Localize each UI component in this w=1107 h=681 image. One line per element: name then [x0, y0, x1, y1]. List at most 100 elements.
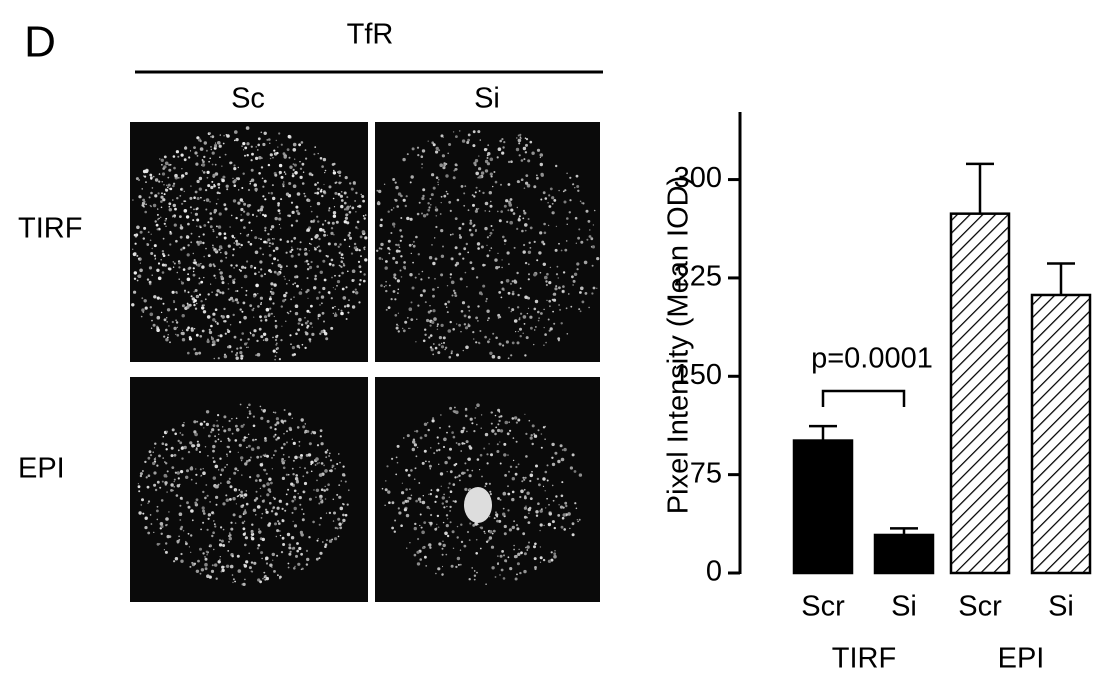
speckle: [544, 490, 546, 492]
speckle: [204, 446, 207, 448]
speckle: [533, 434, 538, 438]
speckle: [438, 179, 440, 181]
speckle: [145, 181, 147, 183]
speckle: [317, 315, 319, 317]
speckle: [327, 209, 331, 212]
speckle: [552, 310, 554, 313]
speckle: [203, 224, 207, 227]
speckle: [193, 208, 195, 211]
speckle: [457, 563, 460, 566]
speckle: [333, 234, 335, 236]
speckle: [167, 334, 169, 336]
speckle: [214, 563, 218, 567]
speckle: [478, 155, 480, 157]
speckle: [334, 312, 337, 314]
speckle: [232, 254, 235, 257]
speckle: [250, 536, 253, 539]
speckle: [523, 478, 526, 481]
speckle: [523, 187, 526, 189]
speckle: [449, 510, 451, 512]
speckle: [564, 189, 567, 192]
speckle: [492, 229, 494, 231]
speckle: [355, 191, 358, 195]
speckle: [293, 495, 297, 499]
speckle: [314, 247, 317, 251]
speckle: [149, 239, 152, 242]
speckle: [199, 547, 202, 551]
speckle: [160, 499, 164, 502]
speckle: [211, 534, 214, 538]
speckle: [153, 447, 156, 449]
speckle: [311, 332, 315, 336]
speckle: [197, 263, 201, 267]
speckle: [184, 289, 186, 292]
speckle: [216, 236, 218, 239]
speckle: [376, 249, 379, 252]
speckle: [451, 258, 454, 260]
speckle: [256, 352, 261, 357]
speckle: [222, 142, 225, 145]
speckle: [507, 509, 510, 512]
speckle: [196, 443, 201, 448]
speckle: [186, 305, 190, 309]
speckle: [226, 463, 228, 466]
speckle: [337, 517, 341, 521]
speckle: [142, 198, 146, 202]
speckle: [410, 175, 414, 179]
speckle: [441, 553, 444, 556]
speckle: [316, 462, 319, 465]
speckle: [192, 252, 194, 255]
speckle: [242, 172, 245, 175]
speckle: [509, 198, 513, 201]
speckle: [160, 206, 163, 209]
speckle: [332, 214, 337, 218]
speckle: [264, 226, 267, 230]
speckle: [232, 199, 237, 203]
speckle: [320, 500, 324, 504]
speckle: [554, 248, 558, 252]
speckle: [203, 420, 206, 423]
speckle: [286, 430, 288, 433]
speckle: [291, 246, 293, 248]
speckle: [249, 304, 253, 307]
speckle: [415, 429, 419, 433]
speckle: [213, 548, 215, 551]
speckle: [209, 212, 212, 215]
speckle: [200, 280, 204, 284]
speckle: [560, 322, 563, 325]
y-axis-label: Pixel Intensity (Mean IOD): [663, 176, 695, 514]
speckle: [259, 455, 263, 458]
speckle: [502, 235, 505, 239]
speckle: [261, 557, 263, 560]
speckle: [141, 470, 144, 472]
speckle: [259, 315, 262, 319]
speckle: [448, 355, 452, 359]
speckle: [472, 203, 475, 207]
speckle: [356, 220, 360, 224]
speckle: [161, 250, 165, 253]
speckle: [262, 454, 265, 457]
speckle: [266, 138, 269, 141]
speckle: [214, 435, 217, 438]
speckle: [321, 499, 324, 501]
speckle: [273, 149, 276, 152]
speckle: [507, 183, 511, 186]
speckle: [291, 174, 295, 178]
speckle: [304, 149, 307, 152]
speckle: [196, 225, 198, 227]
speckle: [503, 239, 507, 243]
speckle: [213, 183, 215, 186]
speckle: [524, 413, 526, 415]
speckle: [498, 519, 502, 523]
speckle: [298, 445, 301, 447]
speckle: [538, 251, 542, 255]
speckle: [156, 213, 159, 216]
speckle: [306, 309, 310, 313]
speckle: [473, 430, 476, 433]
speckle: [547, 224, 550, 227]
speckle: [346, 304, 350, 308]
speckle: [304, 195, 307, 198]
speckle: [200, 475, 202, 477]
speckle: [283, 433, 285, 435]
